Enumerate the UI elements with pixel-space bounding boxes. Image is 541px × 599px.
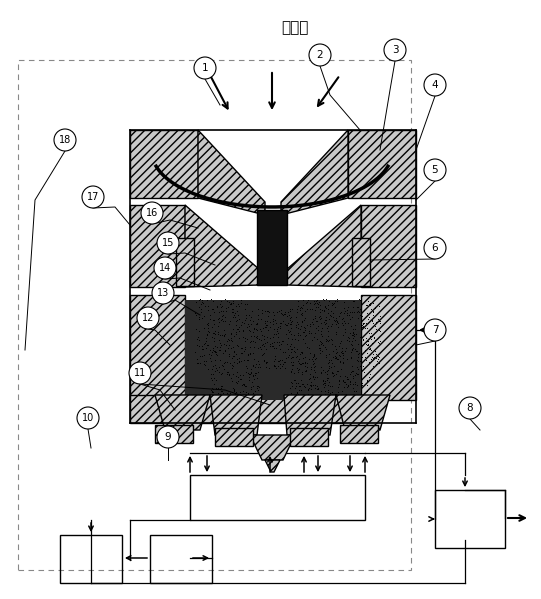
Circle shape xyxy=(157,426,179,448)
Text: 6: 6 xyxy=(432,243,438,253)
Text: 10: 10 xyxy=(82,413,94,423)
Circle shape xyxy=(129,362,151,384)
Bar xyxy=(176,238,194,286)
Polygon shape xyxy=(210,395,262,435)
Bar xyxy=(361,295,416,400)
Bar xyxy=(340,425,378,443)
Bar xyxy=(150,535,212,583)
Text: 16: 16 xyxy=(146,208,158,218)
Circle shape xyxy=(141,202,163,224)
Circle shape xyxy=(154,257,176,279)
Bar xyxy=(130,295,185,400)
Bar xyxy=(290,428,328,446)
Circle shape xyxy=(424,159,446,181)
Text: 9: 9 xyxy=(164,432,171,442)
Text: 7: 7 xyxy=(432,325,438,335)
Bar xyxy=(348,130,416,198)
Text: 8: 8 xyxy=(467,403,473,413)
Bar xyxy=(155,425,193,443)
Text: 12: 12 xyxy=(142,313,154,323)
Bar xyxy=(435,490,505,548)
Bar xyxy=(130,205,185,287)
Circle shape xyxy=(459,397,481,419)
Polygon shape xyxy=(286,205,361,287)
Polygon shape xyxy=(250,435,295,460)
Text: 4: 4 xyxy=(432,80,438,90)
Polygon shape xyxy=(155,395,210,430)
Polygon shape xyxy=(336,395,390,430)
Bar xyxy=(215,428,253,446)
Polygon shape xyxy=(284,395,336,435)
Text: 1: 1 xyxy=(202,63,208,73)
Polygon shape xyxy=(198,130,265,215)
Bar xyxy=(130,130,198,198)
Circle shape xyxy=(157,232,179,254)
Circle shape xyxy=(54,129,76,151)
Text: 18: 18 xyxy=(59,135,71,145)
Bar xyxy=(185,300,361,400)
Bar xyxy=(18,60,411,570)
Bar xyxy=(190,475,365,520)
Circle shape xyxy=(194,57,216,79)
Text: 11: 11 xyxy=(134,368,146,378)
Circle shape xyxy=(82,186,104,208)
Text: 15: 15 xyxy=(162,238,174,248)
Polygon shape xyxy=(185,205,260,287)
Text: 13: 13 xyxy=(157,288,169,298)
Circle shape xyxy=(424,237,446,259)
Text: 太阳光: 太阳光 xyxy=(281,20,309,35)
Bar xyxy=(257,210,287,285)
Circle shape xyxy=(424,319,446,341)
Bar xyxy=(60,535,122,583)
Circle shape xyxy=(309,44,331,66)
Text: 2: 2 xyxy=(316,50,324,60)
Bar xyxy=(352,238,370,286)
Circle shape xyxy=(152,282,174,304)
Text: 3: 3 xyxy=(392,45,398,55)
Circle shape xyxy=(137,307,159,329)
Circle shape xyxy=(77,407,99,429)
Circle shape xyxy=(384,39,406,61)
Bar xyxy=(361,205,416,287)
Bar xyxy=(130,395,366,423)
Polygon shape xyxy=(281,130,348,215)
Text: 14: 14 xyxy=(159,263,171,273)
Polygon shape xyxy=(265,460,280,472)
Text: 5: 5 xyxy=(432,165,438,175)
Circle shape xyxy=(424,74,446,96)
Text: 17: 17 xyxy=(87,192,99,202)
